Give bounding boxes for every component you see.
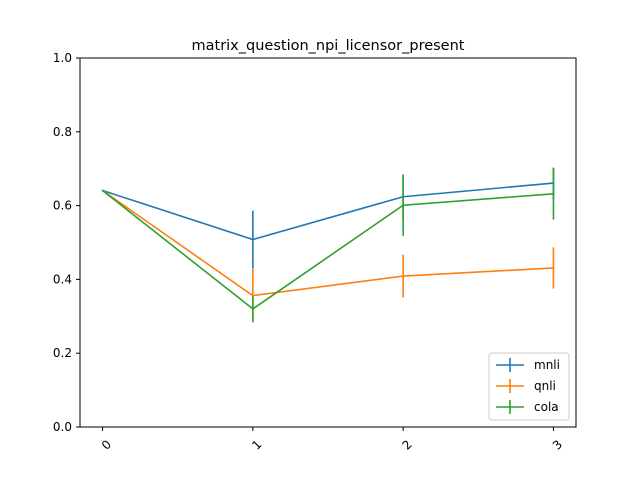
series-line-cola <box>102 189 554 310</box>
series-line-qnli <box>102 189 554 297</box>
chart-title: matrix_question_npi_licensor_present <box>192 38 465 54</box>
y-axis: 0.0 0.2 0.4 0.6 0.8 1.0 <box>53 51 80 434</box>
legend-entry-qnli: qnli <box>496 379 556 393</box>
legend-label: qnli <box>534 379 556 393</box>
data-point-cola <box>552 192 555 195</box>
legend-entry-cola: cola <box>496 400 559 414</box>
legend-label: cola <box>534 400 559 414</box>
y-tick-label: 1.0 <box>53 51 72 65</box>
y-tick-label: 0.4 <box>53 272 72 286</box>
y-tick-label: 0.6 <box>53 199 72 213</box>
y-tick-label: 0.0 <box>53 420 72 434</box>
series-layer <box>101 167 555 323</box>
legend-label: mnli <box>534 358 560 372</box>
data-point-qnli <box>552 267 555 269</box>
y-tick-label: 0.2 <box>53 346 72 360</box>
data-point-cola <box>402 204 404 207</box>
series-cola <box>101 167 555 322</box>
legend-box <box>488 352 570 421</box>
series-line-mnli <box>102 182 554 241</box>
y-tick-label: 0.8 <box>53 125 72 139</box>
data-point-cola <box>252 308 254 310</box>
data-point-mnli <box>252 238 254 241</box>
plot-area-frame <box>79 57 577 428</box>
legend: mnli qnli cola <box>488 352 570 421</box>
data-point-qnli <box>402 275 404 277</box>
legend-entry-mnli: mnli <box>496 358 560 372</box>
data-point-cola <box>101 189 104 192</box>
